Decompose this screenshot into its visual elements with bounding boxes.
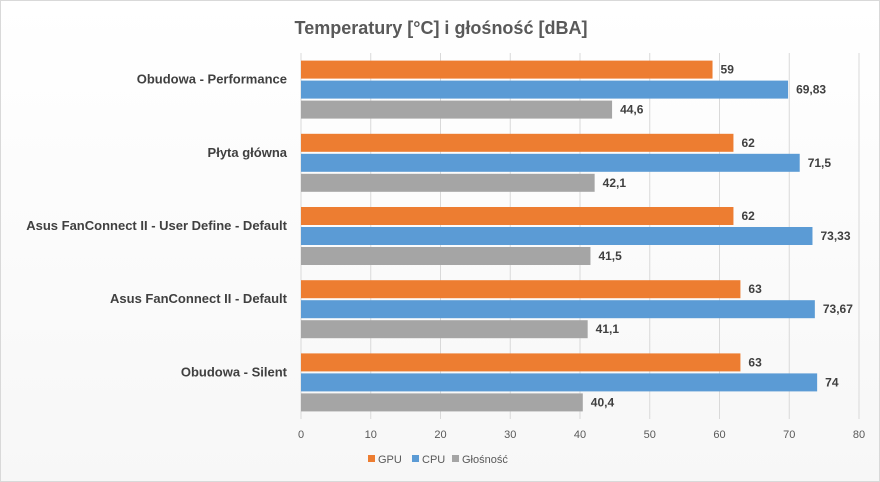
x-tick-label: 60 <box>713 429 725 441</box>
data-label: 74 <box>825 375 839 389</box>
bar-gpu <box>301 207 734 225</box>
bar-cpu <box>301 300 815 319</box>
bar-cpu <box>301 80 789 99</box>
legend: GPU CPU Głośność <box>368 454 508 466</box>
data-label: 44,6 <box>620 103 644 117</box>
bar-gpu <box>301 353 741 372</box>
category-label: Asus FanConnect II - Default <box>110 291 288 306</box>
legend-swatch-gpu <box>368 455 375 462</box>
data-label: 69,83 <box>796 83 826 97</box>
data-label: 62 <box>741 209 755 223</box>
x-tick-label: 20 <box>434 429 446 441</box>
chart-title: Temperatury [°C] i głośność [dBA] <box>295 18 588 38</box>
bar-cpu <box>301 373 818 392</box>
category-label: Obudowa - Performance <box>137 72 287 87</box>
category-labels: Obudowa - Performance Płyta główna Asus Fa… <box>26 72 288 380</box>
data-label: 41,5 <box>598 249 622 263</box>
bar-głośność <box>301 393 583 412</box>
x-tick-label: 30 <box>504 429 516 441</box>
legend-label: GPU <box>378 454 402 466</box>
x-tick-label: 40 <box>574 429 586 441</box>
data-label: 73,33 <box>820 229 850 243</box>
x-tick-label: 50 <box>644 429 656 441</box>
bar-głośność <box>301 100 613 119</box>
bar-gpu <box>301 133 734 152</box>
bar-głośność <box>301 173 595 192</box>
data-label: 62 <box>741 136 755 150</box>
data-label: 42,1 <box>603 176 627 190</box>
data-label: 40,4 <box>591 395 615 409</box>
data-label: 71,5 <box>808 156 832 170</box>
bar-gpu <box>301 60 713 79</box>
bars: 59 69,83 44,6 62 71,5 42,1 62 73,33 41,5 63 73,67 4… <box>301 60 853 412</box>
legend-swatch-cpu <box>412 455 419 462</box>
legend-label: Głośność <box>462 454 508 466</box>
x-tick-label: 80 <box>853 429 865 441</box>
bar-głośność <box>301 320 588 339</box>
category-label: Asus FanConnect II - User Define - Defau… <box>26 218 287 233</box>
bar-głośność <box>301 247 591 265</box>
legend-label: CPU <box>422 454 445 466</box>
data-label: 63 <box>748 355 762 369</box>
category-label: Płyta główna <box>208 145 288 160</box>
legend-swatch-głośność <box>452 455 459 462</box>
data-label: 73,67 <box>823 302 853 316</box>
x-tick-label: 0 <box>298 429 304 441</box>
bar-cpu <box>301 227 813 245</box>
data-label: 59 <box>721 63 735 77</box>
x-tick-label: 70 <box>783 429 795 441</box>
category-label: Obudowa - Silent <box>181 364 288 379</box>
x-tick-label: 10 <box>365 429 377 441</box>
bar-cpu <box>301 153 800 172</box>
x-axis-ticks: 0 10 20 30 40 50 60 70 80 <box>298 429 865 441</box>
data-label: 63 <box>748 282 762 296</box>
data-label: 41,1 <box>596 322 620 336</box>
bar-gpu <box>301 280 741 299</box>
